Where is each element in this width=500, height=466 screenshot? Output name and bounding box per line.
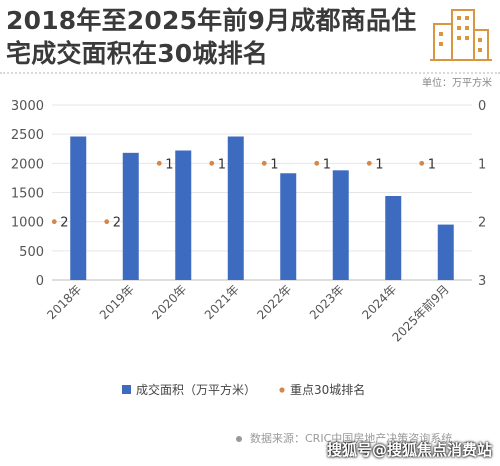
y-right-tick-label: 2: [478, 216, 486, 231]
bar: [70, 136, 87, 280]
bar: [175, 150, 192, 280]
x-tick-label: 2023年: [307, 282, 347, 322]
rank-point: [104, 219, 110, 225]
y-left-tick-label: 2000: [11, 157, 44, 172]
y-left-tick-label: 500: [19, 245, 44, 260]
x-tick-label: 2025年前9月: [389, 282, 452, 345]
rank-point: [261, 160, 267, 166]
bar: [385, 196, 402, 280]
source-note: 数据来源：CRIC中国房地产决策咨询系统: [236, 430, 452, 446]
bar: [332, 170, 349, 280]
source-dot-icon: [236, 436, 242, 442]
rank-data-label: 1: [218, 157, 226, 172]
rank-point: [51, 219, 57, 225]
x-tick-label: 2024年: [359, 282, 399, 322]
x-tick-label: 2020年: [149, 282, 189, 322]
legend-bar-swatch: [122, 385, 131, 394]
rank-data-label: 1: [375, 157, 383, 172]
rank-point: [209, 160, 215, 166]
rank-data-label: 2: [60, 216, 68, 231]
x-tick-label: 2019年: [97, 282, 137, 322]
rank-data-label: 1: [165, 157, 173, 172]
chart: 0 500 1000 1500 2000 2500 3000 0 1 2 3 2 2 1 1 1 1 1 1 2018…: [11, 99, 486, 397]
rank-data-label: 2: [113, 216, 121, 231]
x-tick-label: 2018年: [44, 282, 84, 322]
rank-point: [314, 160, 320, 166]
bar: [437, 224, 454, 280]
chart-title: 2018年至2025年前9月成都商品住宅成交面积在30城排名: [6, 6, 417, 68]
rank-point: [419, 160, 425, 166]
rank-data-label: 1: [270, 157, 278, 172]
title-separator: [0, 72, 500, 74]
rank-point: [366, 160, 372, 166]
legend-rank-label: 重点30城排名: [290, 382, 365, 397]
source-text: 数据来源：CRIC中国房地产决策咨询系统: [250, 432, 453, 445]
y-left-tick-label: 2500: [11, 128, 44, 143]
x-tick-label: 2021年: [202, 282, 242, 322]
x-tick-label: 2022年: [254, 282, 294, 322]
y-right-tick-label: 0: [478, 99, 486, 114]
y-right-tick-label: 3: [478, 274, 486, 289]
legend-rank-swatch: [279, 387, 285, 393]
watermark: 搜狐号@搜狐焦点消费站: [326, 441, 492, 459]
bar: [280, 173, 297, 280]
y-left-tick-label: 3000: [11, 99, 44, 114]
y-left-tick-label: 0: [36, 274, 44, 289]
building-icon: [430, 9, 492, 61]
y-right-tick-label: 1: [478, 157, 486, 172]
rank-data-label: 1: [428, 157, 436, 172]
legend-bar-label: 成交面积（万平方米）: [136, 382, 256, 397]
y-left-tick-label: 1500: [11, 187, 44, 202]
rank-data-label: 1: [323, 157, 331, 172]
rank-point: [156, 160, 162, 166]
y-left-tick-label: 1000: [11, 216, 44, 231]
unit-label: 单位：万平方米: [422, 78, 492, 89]
bar: [122, 152, 139, 280]
bar: [227, 136, 244, 280]
